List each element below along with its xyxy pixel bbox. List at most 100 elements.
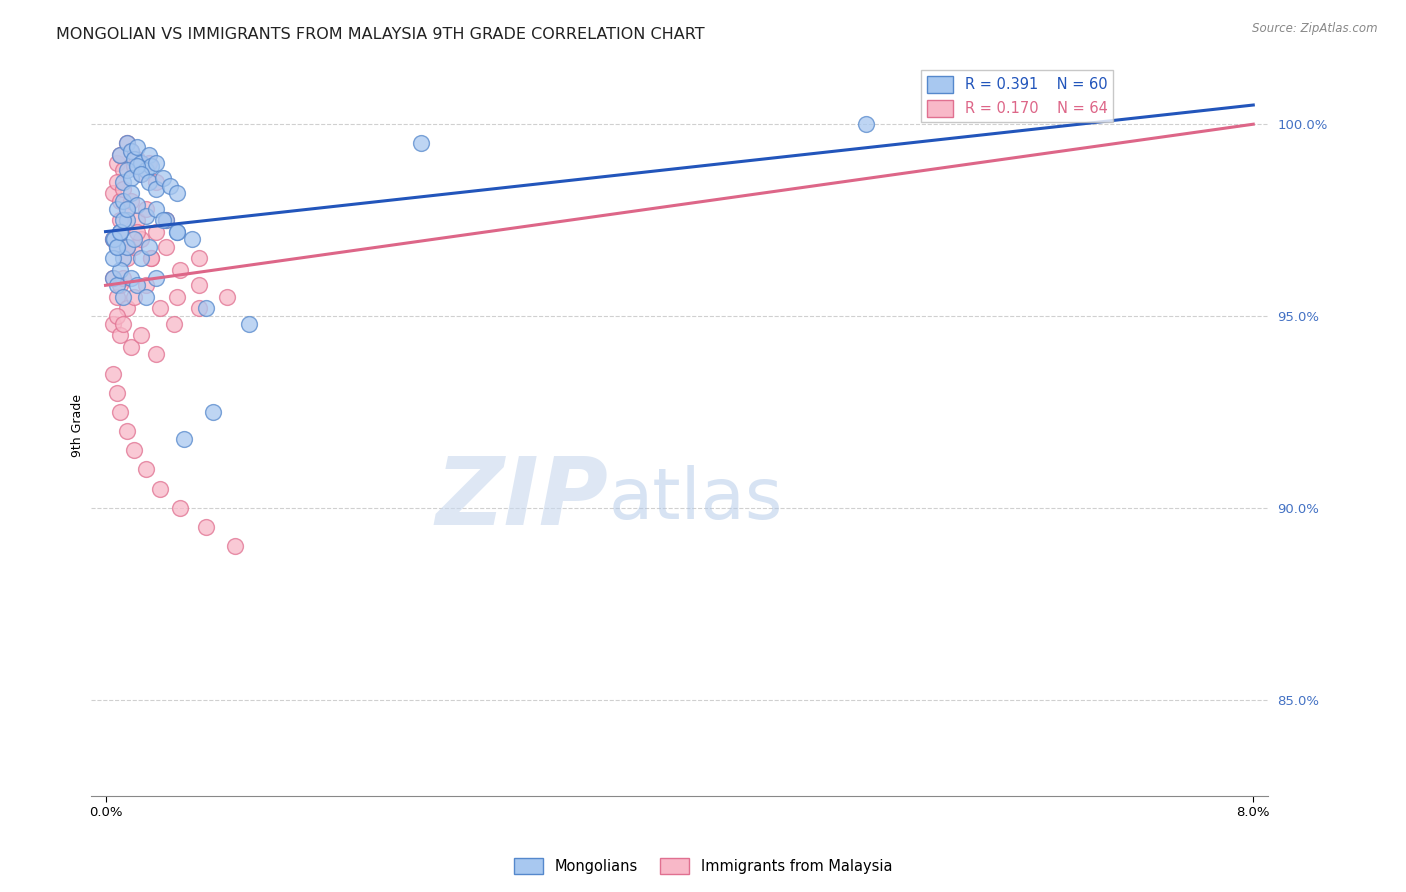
Point xyxy=(105,278,128,293)
Point xyxy=(111,317,134,331)
Point xyxy=(217,290,239,304)
Point xyxy=(108,194,131,208)
Text: MONGOLIAN VS IMMIGRANTS FROM MALAYSIA 9TH GRADE CORRELATION CHART: MONGOLIAN VS IMMIGRANTS FROM MALAYSIA 9T… xyxy=(56,27,704,42)
Y-axis label: 9th Grade: 9th Grade xyxy=(72,394,84,457)
Point xyxy=(115,213,138,227)
Point xyxy=(105,175,128,189)
Point xyxy=(108,225,131,239)
Point xyxy=(108,148,131,162)
Point xyxy=(855,117,877,131)
Point xyxy=(173,432,195,446)
Legend: R = 0.391    N = 60, R = 0.170    N = 64: R = 0.391 N = 60, R = 0.170 N = 64 xyxy=(921,70,1114,122)
Point xyxy=(131,328,153,343)
Point xyxy=(108,405,131,419)
Point xyxy=(155,240,177,254)
Point xyxy=(141,252,163,266)
Point xyxy=(105,155,128,169)
Point xyxy=(155,213,177,227)
Point xyxy=(145,347,167,361)
Point xyxy=(152,170,174,185)
Point xyxy=(101,186,124,201)
Point xyxy=(122,152,145,166)
Point xyxy=(108,278,131,293)
Point xyxy=(166,225,188,239)
Point xyxy=(120,270,142,285)
Point xyxy=(127,140,149,154)
Point xyxy=(105,240,128,254)
Point xyxy=(108,213,131,227)
Point xyxy=(131,232,153,246)
Point xyxy=(101,270,124,285)
Point xyxy=(145,270,167,285)
Point xyxy=(120,194,142,208)
Point xyxy=(115,424,138,438)
Point xyxy=(145,202,167,216)
Point xyxy=(105,240,128,254)
Point xyxy=(194,520,217,534)
Point xyxy=(145,175,167,189)
Point xyxy=(166,290,188,304)
Point xyxy=(105,290,128,304)
Point xyxy=(159,178,181,193)
Point xyxy=(122,232,145,246)
Legend: Mongolians, Immigrants from Malaysia: Mongolians, Immigrants from Malaysia xyxy=(508,852,898,880)
Point xyxy=(101,232,124,246)
Point xyxy=(101,232,124,246)
Point xyxy=(187,278,209,293)
Point xyxy=(122,443,145,458)
Point xyxy=(131,167,153,181)
Point xyxy=(105,240,128,254)
Point xyxy=(101,367,124,381)
Point xyxy=(187,252,209,266)
Point xyxy=(115,136,138,151)
Point xyxy=(103,232,125,246)
Point xyxy=(115,240,138,254)
Point xyxy=(115,163,138,178)
Point xyxy=(135,290,157,304)
Point xyxy=(115,252,138,266)
Point xyxy=(135,462,157,476)
Point xyxy=(111,252,134,266)
Point xyxy=(169,500,191,515)
Point xyxy=(149,482,172,496)
Text: Source: ZipAtlas.com: Source: ZipAtlas.com xyxy=(1253,22,1378,36)
Point xyxy=(120,186,142,201)
Point xyxy=(111,290,134,304)
Point xyxy=(111,270,134,285)
Point xyxy=(141,160,163,174)
Text: atlas: atlas xyxy=(609,465,783,534)
Point xyxy=(166,225,188,239)
Point xyxy=(166,186,188,201)
Point xyxy=(108,148,131,162)
Point xyxy=(115,202,138,216)
Point xyxy=(202,405,225,419)
Point xyxy=(120,170,142,185)
Point xyxy=(105,309,128,323)
Point xyxy=(115,136,138,151)
Point xyxy=(111,175,134,189)
Point xyxy=(135,278,157,293)
Point xyxy=(135,202,157,216)
Point xyxy=(187,301,209,316)
Point xyxy=(149,301,172,316)
Point xyxy=(135,209,157,223)
Point xyxy=(152,213,174,227)
Point xyxy=(224,539,246,553)
Point xyxy=(101,252,124,266)
Point xyxy=(108,263,131,277)
Point xyxy=(122,240,145,254)
Point xyxy=(145,182,167,196)
Point xyxy=(105,385,128,400)
Point xyxy=(180,232,202,246)
Point xyxy=(111,213,134,227)
Point xyxy=(145,155,167,169)
Point xyxy=(127,160,149,174)
Point xyxy=(115,301,138,316)
Point xyxy=(115,240,138,254)
Point xyxy=(122,290,145,304)
Point xyxy=(194,301,217,316)
Point xyxy=(127,152,149,166)
Point xyxy=(145,225,167,239)
Point xyxy=(127,213,149,227)
Point xyxy=(108,225,131,239)
